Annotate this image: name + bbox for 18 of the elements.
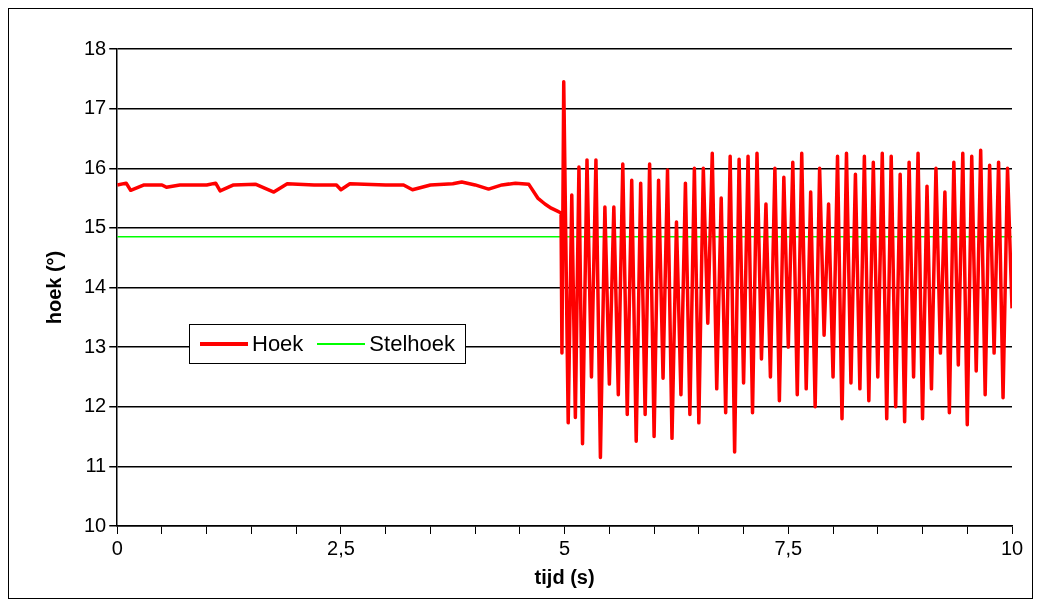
y-tick-label: 13 [84,334,107,357]
x-tick-label: 10 [1000,536,1024,559]
y-tick-label: 18 [84,36,107,59]
y-tick-label: 15 [84,215,107,238]
legend-label: Hoek [252,331,304,357]
x-tick-label: 0 [111,536,123,559]
x-tick-label: 7,5 [774,536,803,559]
legend-label: Stelhoek [369,331,455,357]
x-tick-label: 2,5 [327,536,355,559]
y-tick-label: 14 [84,275,107,298]
y-tick-label: 10 [84,513,107,536]
y-tick-label: 16 [84,155,107,178]
x-axis-title: tijd (s) [534,565,595,588]
y-axis-title: hoek (°) [42,250,65,325]
y-tick-label: 17 [84,96,107,119]
x-tick-label: 5 [559,536,571,559]
y-tick-label: 12 [84,394,107,417]
y-tick-label: 11 [85,453,107,476]
